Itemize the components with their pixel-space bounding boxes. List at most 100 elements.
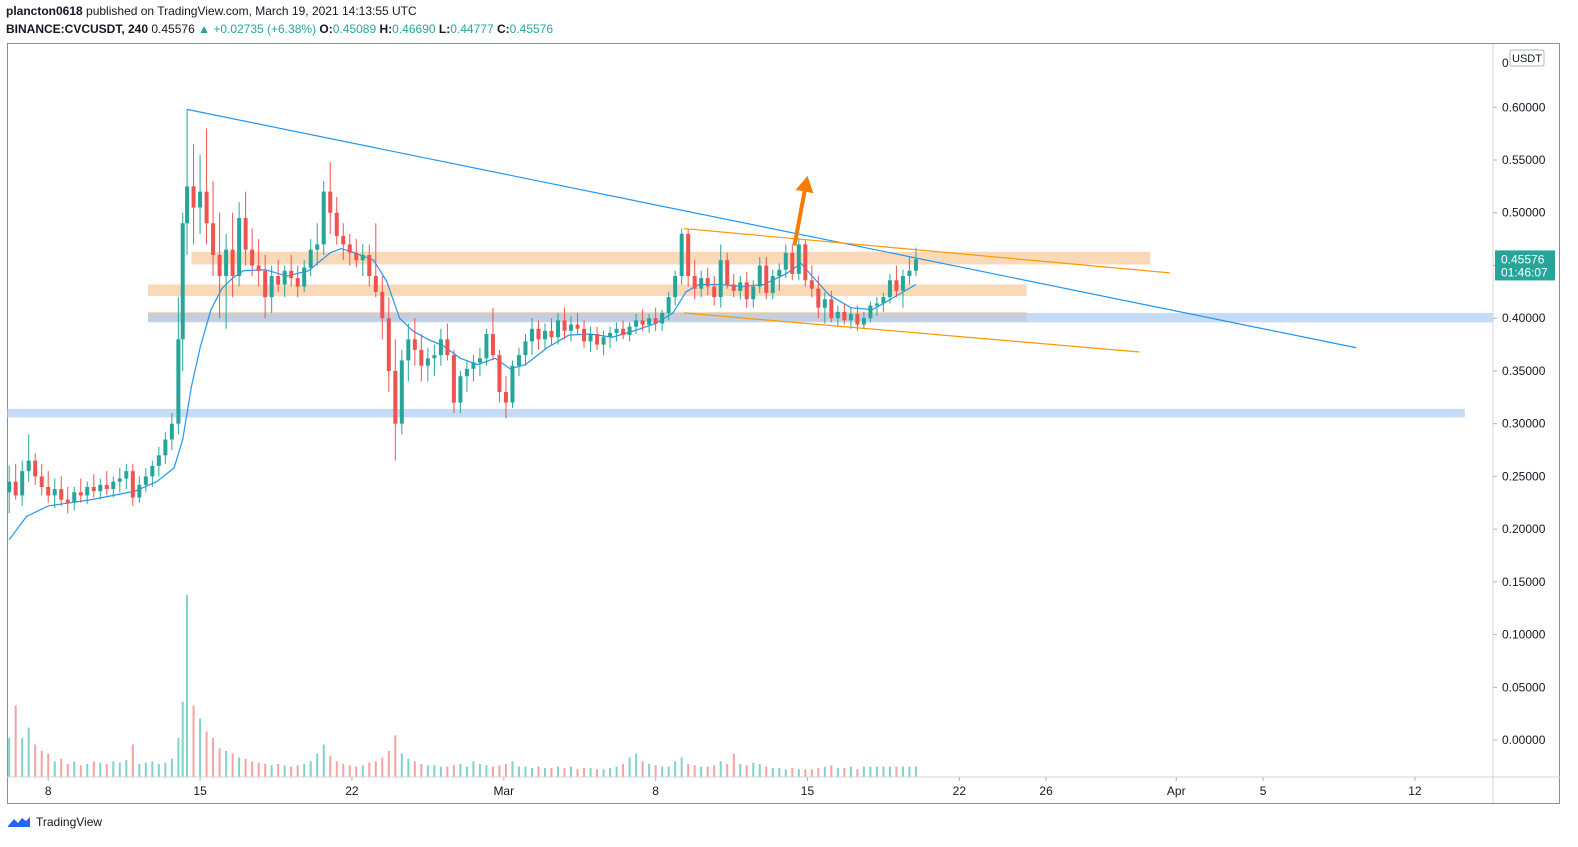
- candle-body: [647, 318, 652, 325]
- candle-body: [907, 270, 912, 277]
- volume-bar: [335, 761, 338, 777]
- candle-body: [783, 252, 788, 270]
- candle: [458, 370, 463, 414]
- candle-body: [516, 355, 521, 366]
- candle: [65, 486, 70, 514]
- volume-bar: [810, 769, 813, 777]
- candle: [692, 260, 697, 300]
- volume-bar: [270, 765, 273, 777]
- volume-bar: [322, 744, 325, 777]
- volume-bar: [316, 753, 319, 777]
- volume-bar: [433, 765, 436, 777]
- candle-body: [809, 280, 814, 289]
- candle-body: [117, 478, 122, 482]
- candle-body: [20, 471, 25, 496]
- candle-body: [731, 284, 736, 291]
- volume-bar: [257, 762, 260, 777]
- volume-bar: [713, 765, 716, 777]
- candle-body: [289, 270, 294, 279]
- volume-bar: [125, 760, 128, 777]
- candle: [822, 291, 827, 324]
- x-tick-label: 22: [345, 784, 359, 798]
- volume-bar: [218, 748, 221, 777]
- volume-bar: [635, 753, 638, 777]
- trendline-1: [683, 227, 1170, 274]
- candle: [191, 144, 196, 245]
- volume-bar: [849, 766, 852, 777]
- candle-body: [328, 191, 333, 213]
- candle: [471, 355, 476, 382]
- candle-body: [861, 318, 866, 325]
- candle-body: [386, 318, 391, 371]
- volume-bar: [73, 761, 76, 777]
- candle-body: [894, 280, 899, 291]
- volume-bar: [426, 765, 429, 777]
- candle: [263, 254, 268, 319]
- candle: [894, 265, 899, 298]
- volume-bar: [895, 766, 898, 777]
- volume-bar: [105, 764, 108, 777]
- volume-bar: [8, 738, 11, 777]
- volume-bar: [693, 765, 696, 777]
- candle: [803, 240, 808, 287]
- volume-bar: [700, 766, 703, 777]
- candle-body: [308, 249, 313, 268]
- candle-body: [458, 376, 463, 403]
- volume-bar: [355, 766, 358, 777]
- volume-bar: [212, 738, 215, 777]
- candle-body: [204, 191, 209, 224]
- candle-body: [757, 265, 762, 287]
- candle-body: [913, 259, 918, 271]
- candle: [809, 265, 814, 298]
- author-name[interactable]: plancton0618: [6, 4, 83, 18]
- candle: [790, 244, 795, 281]
- candle: [738, 276, 743, 300]
- volume-bar: [524, 766, 527, 777]
- y-tick-label: 0.50000: [1502, 206, 1546, 220]
- plot-pane: [7, 108, 1493, 777]
- volume-bar: [739, 764, 742, 777]
- x-tick-label: 15: [193, 784, 207, 798]
- candle: [360, 244, 365, 277]
- candle-body: [770, 276, 775, 293]
- candle-body: [712, 286, 717, 298]
- candle-body: [471, 362, 476, 369]
- candle-body: [263, 270, 268, 298]
- candle: [33, 453, 38, 485]
- candle-body: [868, 305, 873, 319]
- candle: [529, 318, 534, 356]
- last-price: 0.45576: [151, 22, 195, 36]
- candle-body: [111, 481, 116, 490]
- low-label: L:: [438, 22, 451, 36]
- candle-body: [373, 276, 378, 292]
- candle: [302, 260, 307, 292]
- tradingview-footer: TradingView: [6, 815, 102, 829]
- candle: [156, 446, 161, 477]
- candle: [516, 347, 521, 377]
- candle: [855, 305, 860, 331]
- candle-body: [536, 328, 541, 340]
- candle: [569, 316, 574, 342]
- candle-body: [185, 186, 190, 224]
- volume-bar: [290, 766, 293, 777]
- volume-bar: [413, 761, 416, 777]
- volume-bar: [817, 767, 820, 777]
- candle: [777, 263, 782, 291]
- volume-bar: [830, 765, 833, 777]
- candle: [373, 223, 378, 298]
- candle: [575, 312, 580, 335]
- candle-body: [412, 339, 417, 350]
- y-tick-label: 0.00000: [1502, 733, 1546, 747]
- volume-bar: [199, 718, 202, 777]
- candle-body: [180, 223, 185, 340]
- candle: [20, 460, 25, 506]
- candle-body: [295, 278, 300, 287]
- volume-bar: [550, 767, 553, 777]
- ohlc-legend: BINANCE:CVCUSDT, 240 0.45576 ▲ +0.02735 …: [6, 22, 553, 36]
- y-tick-label-partial: 0: [1502, 56, 1509, 70]
- candle-body: [143, 476, 148, 485]
- volume-bar: [843, 767, 846, 777]
- x-tick-label: Mar: [493, 784, 514, 798]
- candle: [913, 247, 918, 277]
